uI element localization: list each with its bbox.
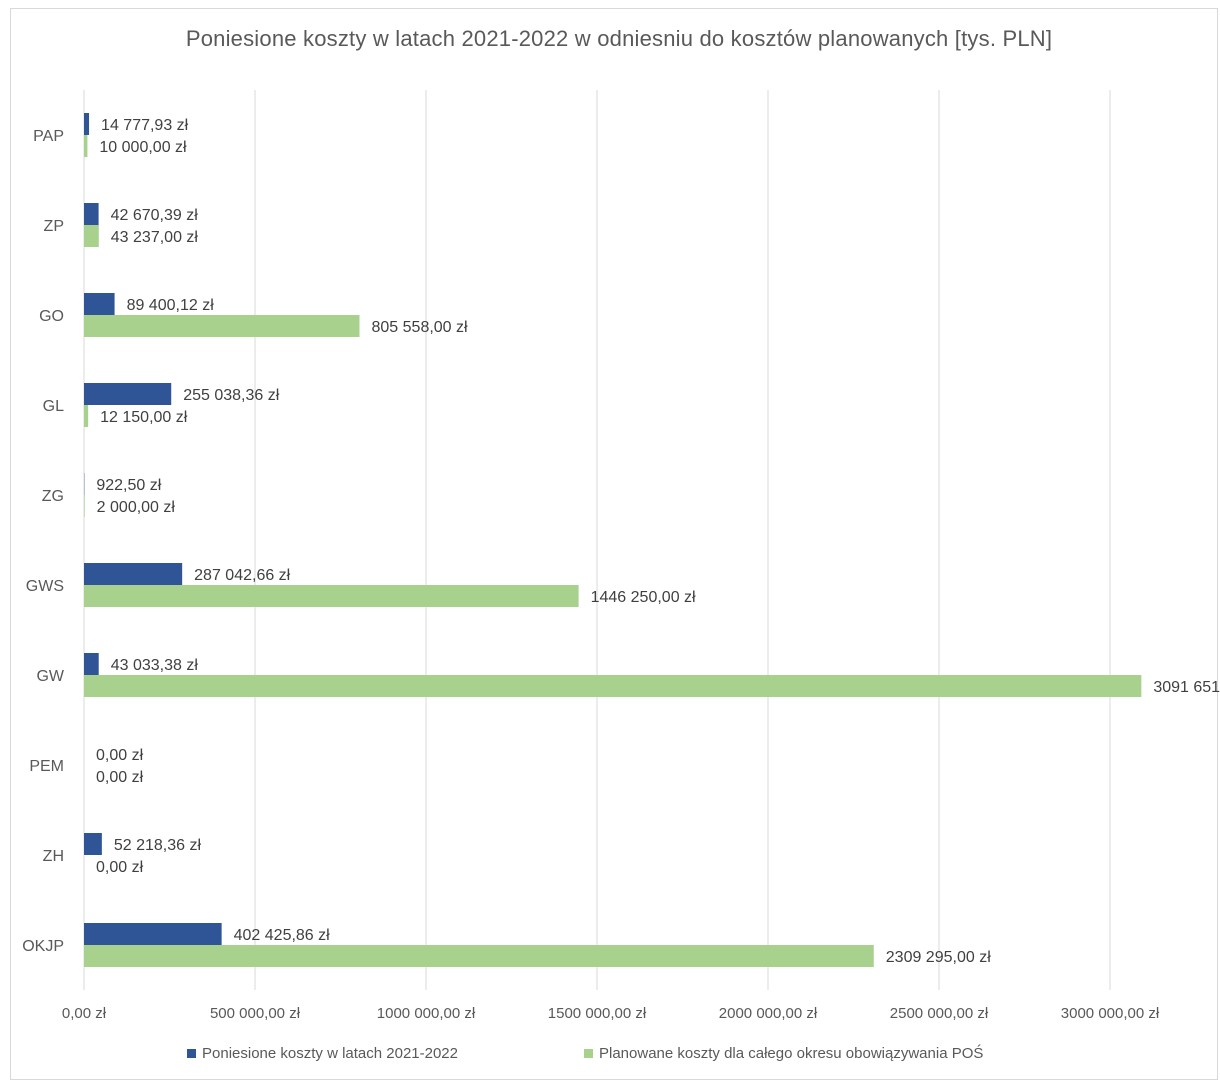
bar-planned <box>84 675 1142 697</box>
category-label: GWS <box>26 578 64 595</box>
legend-item-incurred: Poniesione koszty w latach 2021-2022 <box>187 1045 458 1062</box>
x-tick-label: 1000 000,00 zł <box>377 1005 476 1022</box>
bar-planned <box>84 135 88 157</box>
bar-planned <box>84 945 874 967</box>
legend-swatch-incurred <box>187 1049 196 1058</box>
data-label-incurred: 255 038,36 zł <box>183 387 280 404</box>
data-label-incurred: 0,00 zł <box>96 747 144 764</box>
bar-incurred <box>84 293 115 315</box>
data-label-incurred: 922,50 zł <box>96 477 161 494</box>
data-label-planned: 43 237,00 zł <box>111 229 199 246</box>
category-label: ZG <box>42 488 64 505</box>
bar-incurred <box>84 113 90 135</box>
bar-planned <box>84 225 99 247</box>
data-label-incurred: 43 033,38 zł <box>111 657 199 674</box>
data-label-planned: 3091 651,00 z <box>1153 679 1220 696</box>
data-labels: 14 777,93 zł 10 000,00 zł 42 670,39 zł 43 2… <box>96 117 1220 966</box>
data-label-planned: 2309 295,00 zł <box>886 949 991 966</box>
legend-label-planned: Planowane koszty dla całego okresu obowi… <box>599 1045 984 1062</box>
data-label-planned: 0,00 zł <box>96 769 144 786</box>
bar-planned <box>84 495 85 517</box>
bar-planned <box>84 585 579 607</box>
data-label-planned: 10 000,00 zł <box>99 139 187 156</box>
category-axis: PAP ZP GO GL ZG GWS GW PEM ZH OKJP <box>22 128 65 955</box>
x-tick-label: 3000 000,00 zł <box>1061 1005 1160 1022</box>
data-label-incurred: 287 042,66 zł <box>194 567 291 584</box>
category-label: GL <box>43 398 64 415</box>
legend-swatch-planned <box>584 1049 593 1058</box>
x-tick-label: 2500 000,00 zł <box>890 1005 989 1022</box>
category-label: PAP <box>33 128 64 145</box>
legend: Poniesione koszty w latach 2021-2022 Pla… <box>0 1045 1220 1069</box>
bar-incurred <box>84 203 99 225</box>
data-label-planned: 0,00 zł <box>96 859 144 876</box>
legend-item-planned: Planowane koszty dla całego okresu obowi… <box>584 1045 983 1062</box>
chart-frame <box>10 8 1218 1080</box>
x-tick-label: 1500 000,00 zł <box>548 1005 647 1022</box>
bar-incurred <box>84 833 102 855</box>
data-label-planned: 1446 250,00 zł <box>591 589 696 606</box>
data-label-incurred: 14 777,93 zł <box>101 117 189 134</box>
bar-incurred <box>84 563 183 585</box>
category-label: ZH <box>43 848 64 865</box>
bar-incurred <box>84 383 172 405</box>
category-label: PEM <box>29 758 64 775</box>
bar-incurred <box>84 923 222 945</box>
data-label-incurred: 402 425,86 zł <box>234 927 331 944</box>
bars <box>84 113 1142 967</box>
x-tick-label: 2000 000,00 zł <box>719 1005 818 1022</box>
gridlines <box>83 90 1111 990</box>
chart-title: Poniesione koszty w latach 2021-2022 w o… <box>185 26 1053 51</box>
x-tick-label: 500 000,00 zł <box>210 1005 301 1022</box>
bar-planned <box>84 405 89 427</box>
data-label-planned: 2 000,00 zł <box>97 499 176 516</box>
category-label: OKJP <box>22 938 64 955</box>
bar-incurred <box>84 653 99 675</box>
bar-planned <box>84 315 360 337</box>
legend-label-incurred: Poniesione koszty w latach 2021-2022 <box>202 1045 458 1062</box>
data-label-incurred: 52 218,36 zł <box>114 837 202 854</box>
data-label-planned: 805 558,00 zł <box>372 319 469 336</box>
data-label-incurred: 89 400,12 zł <box>127 297 215 314</box>
category-label: ZP <box>44 218 64 235</box>
category-label: GO <box>39 308 64 325</box>
value-axis: 0,00 zł 500 000,00 zł 1000 000,00 zł 1500 0… <box>62 1005 1160 1022</box>
data-label-incurred: 42 670,39 zł <box>111 207 199 224</box>
category-label: GW <box>36 668 64 685</box>
x-tick-label: 0,00 zł <box>62 1005 107 1022</box>
data-label-planned: 12 150,00 zł <box>100 409 188 426</box>
